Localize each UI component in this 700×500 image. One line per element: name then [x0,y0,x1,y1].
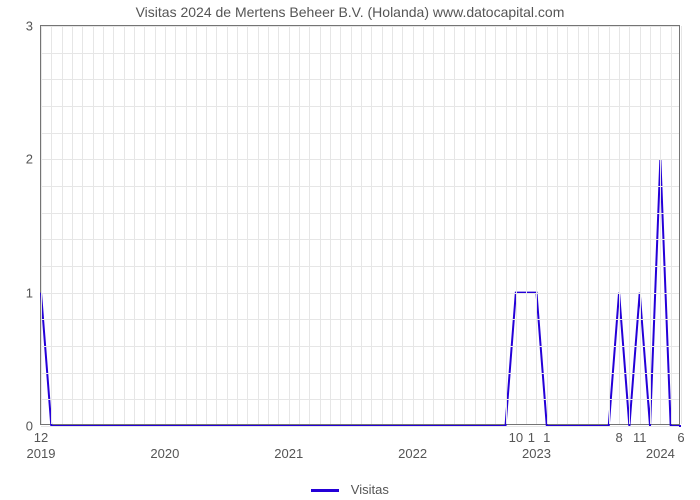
grid-line-h [41,266,679,267]
grid-line-h [41,399,679,400]
grid-line-h [41,319,679,320]
x-sub-tick-label: 12 [34,424,48,445]
grid-line-h [41,79,679,80]
grid-line-v [196,26,197,424]
grid-line-h [41,53,679,54]
grid-line-v [124,26,125,424]
grid-line-v [216,26,217,424]
legend-swatch [311,489,339,492]
x-sub-tick-label: 8 [615,424,622,445]
grid-line-v [351,26,352,424]
grid-line-v [640,26,641,424]
grid-line-v [165,26,166,424]
grid-line-v [51,26,52,424]
grid-line-v [278,26,279,424]
grid-line-v [237,26,238,424]
grid-line-v [103,26,104,424]
grid-line-v [289,26,290,424]
grid-line-v [227,26,228,424]
legend: Visitas [0,482,700,497]
grid-line-v [536,26,537,424]
x-major-tick-label: 2020 [150,424,179,461]
grid-line-v [588,26,589,424]
grid-line-h [41,26,679,27]
grid-line-v [382,26,383,424]
grid-line-v [423,26,424,424]
grid-line-v [82,26,83,424]
grid-line-h [41,293,679,294]
grid-line-v [186,26,187,424]
grid-line-v [309,26,310,424]
grid-line-v [247,26,248,424]
grid-line-v [134,26,135,424]
grid-line-v [547,26,548,424]
x-sub-tick-label: 10 [509,424,523,445]
x-major-tick-label: 2022 [398,424,427,461]
grid-line-v [268,26,269,424]
grid-line-h [41,239,679,240]
grid-line-v [320,26,321,424]
plot-area: 01232019202020212022202320241210118116 [40,25,680,425]
grid-line-v [567,26,568,424]
legend-label: Visitas [351,482,389,497]
grid-line-v [464,26,465,424]
grid-line-v [330,26,331,424]
chart-container: Visitas 2024 de Mertens Beheer B.V. (Hol… [0,0,700,500]
grid-line-h [41,373,679,374]
grid-line-v [371,26,372,424]
x-sub-tick-label: 6 [677,424,684,445]
grid-line-v [144,26,145,424]
y-tick-label: 1 [26,285,41,300]
x-sub-tick-label: 1 [543,424,550,445]
x-sub-tick-label: 1 [528,424,535,445]
grid-line-v [258,26,259,424]
grid-line-h [41,186,679,187]
grid-line-v [444,26,445,424]
grid-line-v [402,26,403,424]
grid-line-v [578,26,579,424]
x-major-tick-label: 2024 [646,424,675,461]
grid-line-v [485,26,486,424]
grid-line-v [495,26,496,424]
grid-line-v [175,26,176,424]
x-major-tick-label: 2021 [274,424,303,461]
y-tick-label: 2 [26,152,41,167]
grid-line-v [433,26,434,424]
grid-line-v [155,26,156,424]
grid-line-v [671,26,672,424]
grid-line-v [660,26,661,424]
grid-line-v [557,26,558,424]
grid-line-v [361,26,362,424]
grid-line-v [526,26,527,424]
grid-line-v [299,26,300,424]
grid-line-v [650,26,651,424]
grid-line-v [619,26,620,424]
grid-line-v [392,26,393,424]
grid-line-h [41,159,679,160]
x-sub-tick-label: 11 [633,424,647,445]
grid-line-v [506,26,507,424]
grid-line-v [340,26,341,424]
grid-line-v [475,26,476,424]
grid-line-v [681,26,682,424]
grid-line-v [62,26,63,424]
grid-line-h [41,426,679,427]
grid-line-v [516,26,517,424]
grid-line-v [609,26,610,424]
chart-title: Visitas 2024 de Mertens Beheer B.V. (Hol… [0,4,700,20]
grid-line-v [454,26,455,424]
grid-line-h [41,213,679,214]
grid-line-v [93,26,94,424]
grid-line-v [629,26,630,424]
grid-line-h [41,106,679,107]
grid-line-h [41,133,679,134]
grid-line-v [113,26,114,424]
y-tick-label: 3 [26,19,41,34]
grid-line-v [72,26,73,424]
grid-line-v [413,26,414,424]
grid-line-v [598,26,599,424]
grid-line-h [41,346,679,347]
grid-line-v [41,26,42,424]
grid-line-v [206,26,207,424]
